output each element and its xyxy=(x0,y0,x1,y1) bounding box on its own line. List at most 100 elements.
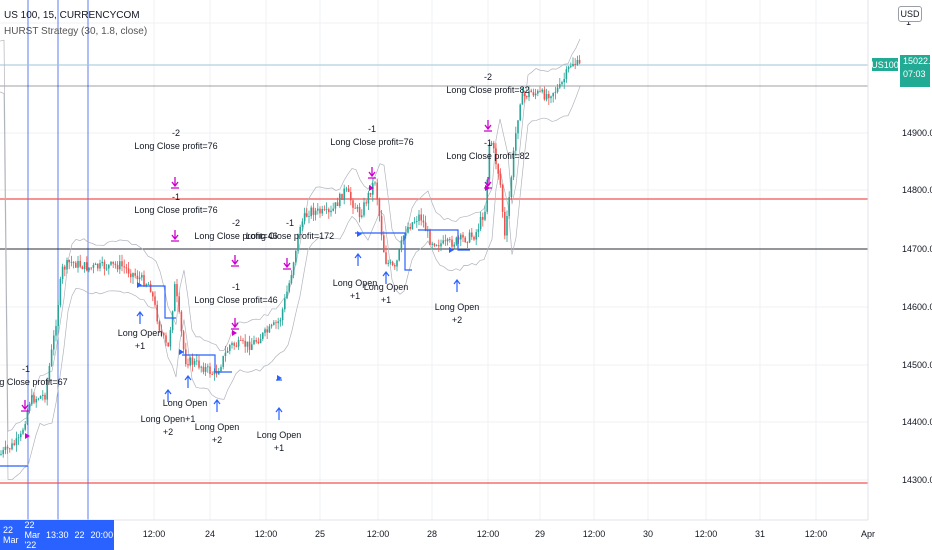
price-axis[interactable]: 14900.0 14800.0 14700.0 14600.0 14500.0 14400… xyxy=(902,128,932,485)
candle-body xyxy=(451,239,453,247)
candle-body xyxy=(90,267,92,269)
candle-body xyxy=(83,262,86,270)
candle-body xyxy=(552,92,554,97)
candle-body xyxy=(101,261,103,264)
channel-lower xyxy=(0,86,581,481)
close-signal-arrow xyxy=(283,258,291,270)
candle-body xyxy=(389,261,392,263)
candle-body xyxy=(435,245,438,246)
candle-body xyxy=(561,82,563,85)
candle-body xyxy=(72,261,75,263)
trade-annotation-text: Long Close profit=76 xyxy=(134,205,217,215)
candle-body xyxy=(429,230,431,245)
candle-body xyxy=(367,192,370,204)
candle-body xyxy=(565,69,568,80)
candle-body xyxy=(204,367,207,372)
candle-body xyxy=(6,446,9,449)
candle-body xyxy=(477,229,480,233)
candle-body xyxy=(94,263,97,265)
candle-body xyxy=(171,311,174,331)
candle-body xyxy=(341,193,343,200)
candle-body xyxy=(4,446,7,451)
candle-body xyxy=(55,326,57,336)
candle-body xyxy=(372,183,374,195)
candle-body xyxy=(378,199,381,216)
candle-body xyxy=(413,221,416,223)
time-tick: 12:00 xyxy=(805,529,828,539)
time-axis[interactable]: 12:00 24 12:00 25 12:00 28 12:00 29 12:00 30 12:00… xyxy=(143,529,875,539)
candle-body xyxy=(207,366,209,368)
candle-body xyxy=(545,94,548,100)
candle-body xyxy=(504,211,506,236)
currency-badge[interactable]: USD xyxy=(898,6,922,22)
candle-body xyxy=(387,262,389,264)
trade-annotation-text: Long Close profit=76 xyxy=(134,141,217,151)
candle-body xyxy=(163,333,165,336)
candle-body xyxy=(112,261,114,264)
indicator-title[interactable]: HURST Strategy (30, 1.8, close) xyxy=(4,26,148,37)
trade-annotation-text: Long Open xyxy=(257,430,302,440)
candle-body xyxy=(394,265,396,267)
candle-body xyxy=(418,214,420,222)
candle-body xyxy=(512,150,515,178)
candle-body xyxy=(292,262,295,276)
trade-annotation-text: -1 xyxy=(484,138,492,148)
candle-body xyxy=(444,240,447,242)
price-tick: 14700.0 xyxy=(902,244,932,254)
candle-body xyxy=(424,222,427,232)
time-highlight-4: 20:00 xyxy=(90,530,114,540)
candle-body xyxy=(75,262,77,268)
position-steps xyxy=(0,229,470,467)
trade-annotation-text: +2 xyxy=(452,315,462,325)
time-tick: 29 xyxy=(535,529,545,539)
candle-body xyxy=(226,350,229,353)
position-triangle xyxy=(277,375,282,381)
close-signal-arrow xyxy=(171,177,179,189)
candle-body xyxy=(354,207,356,209)
candle-body xyxy=(314,210,317,215)
candle-body xyxy=(213,371,216,375)
candle-body xyxy=(486,179,488,212)
time-tick: 12:00 xyxy=(143,529,166,539)
candle-body xyxy=(196,360,198,362)
candle-body xyxy=(495,148,497,165)
price-tick: 14500.0 xyxy=(902,360,932,370)
candle-body xyxy=(409,227,411,229)
candle-body xyxy=(266,329,268,333)
close-signal-arrow xyxy=(231,318,239,330)
candle-body xyxy=(297,233,299,251)
signal-markers xyxy=(21,120,492,439)
symbol-title[interactable]: US 100, 15, CURRENCYCOM xyxy=(4,10,140,21)
candle-body xyxy=(405,232,407,236)
candle-body xyxy=(567,66,570,70)
candle-body xyxy=(473,236,475,240)
candle-body xyxy=(548,94,550,99)
close-signal-arrow xyxy=(368,167,376,179)
candle-body xyxy=(420,214,422,221)
price-tick: 14400.0 xyxy=(902,417,932,427)
candle-body xyxy=(433,243,436,246)
candle-body xyxy=(336,202,339,207)
position-triangle xyxy=(137,282,142,288)
candle-body xyxy=(187,364,189,366)
candle-body xyxy=(556,87,559,92)
candle-body xyxy=(61,266,64,279)
candle-body xyxy=(468,232,471,243)
time-highlight-2: 13:30 xyxy=(46,530,69,540)
candle-body xyxy=(77,260,79,268)
time-tick: 12:00 xyxy=(695,529,718,539)
candle-body xyxy=(143,275,145,286)
candle-body xyxy=(259,338,262,344)
candle-body xyxy=(26,410,29,425)
candle-body xyxy=(442,240,444,244)
candle-body xyxy=(358,206,361,217)
candle-body xyxy=(574,63,576,65)
candle-body xyxy=(198,360,200,368)
time-range-highlight[interactable]: 22 Mar 22 Mar '22 13:30 22 20:00 xyxy=(0,520,114,550)
candle-body xyxy=(160,330,163,334)
candle-body xyxy=(446,239,449,242)
candle-body xyxy=(475,232,477,240)
candle-body xyxy=(490,142,493,145)
candle-body xyxy=(222,356,224,367)
